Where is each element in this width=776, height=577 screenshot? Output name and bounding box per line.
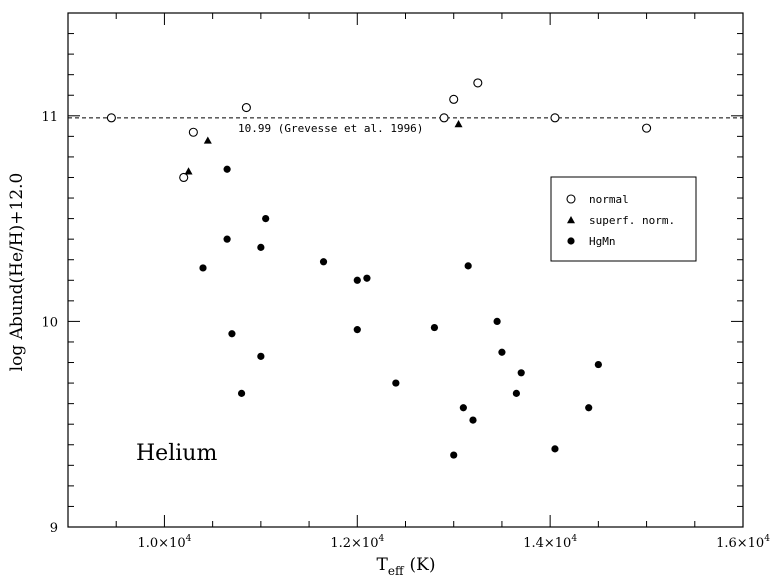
data-point	[449, 94, 459, 104]
panel-label: Helium	[136, 441, 217, 466]
data-point	[228, 330, 236, 338]
x-axis-label-main: T	[377, 555, 389, 575]
x-axis-label: Teff (K)	[377, 555, 436, 577]
data-point	[450, 451, 458, 459]
data-point	[319, 258, 328, 266]
data-point	[179, 172, 189, 183]
axis-ticks: 1.0×104 1.2×104 1.4×104 1.6×104 9 10 11	[41, 12, 770, 551]
x-tick-label: 1.2×104	[330, 534, 384, 551]
legend-marker	[566, 194, 576, 204]
legend-entry-label: superf. norm.	[589, 214, 675, 227]
series-open-circle	[106, 78, 652, 183]
x-tick-label: 1.0×104	[138, 534, 192, 551]
data-point	[517, 369, 525, 377]
data-point	[473, 78, 483, 88]
data-point	[223, 235, 231, 243]
data-point	[642, 123, 652, 133]
data-point	[241, 103, 251, 113]
data-point	[594, 360, 602, 369]
data-point	[439, 113, 449, 123]
data-point	[257, 352, 265, 360]
data-point	[353, 326, 361, 334]
data-point	[392, 379, 400, 387]
legend: normal superf. norm. HgMn	[550, 176, 697, 262]
data-point	[512, 389, 520, 397]
data-point	[363, 274, 371, 282]
y-tick-label: 11	[41, 110, 58, 125]
data-point	[237, 389, 246, 397]
x-axis-label-unit: (K)	[410, 555, 436, 575]
data-point	[106, 113, 116, 123]
data-point	[188, 127, 198, 137]
legend-box	[550, 176, 697, 262]
y-tick-label: 9	[50, 521, 58, 536]
data-point	[493, 317, 501, 325]
data-point	[585, 404, 593, 412]
data-point	[454, 120, 463, 128]
series-filled-circle	[199, 165, 602, 459]
data-point	[262, 215, 270, 223]
data-points	[106, 78, 652, 459]
reference-line-label: 10.99 (Grevesse et al. 1996)	[238, 122, 423, 135]
data-point	[551, 445, 559, 453]
x-axis-label-sub: eff	[388, 564, 405, 577]
data-point	[498, 348, 506, 356]
data-point	[430, 323, 439, 332]
data-point	[223, 165, 231, 173]
data-point	[353, 276, 361, 284]
legend-entry-label: HgMn	[589, 235, 616, 248]
legend-marker	[567, 237, 575, 245]
y-tick-label: 10	[41, 315, 58, 330]
data-point	[469, 416, 477, 424]
y-axis-label: log Abund(He/H)+12.0	[7, 173, 27, 372]
data-point	[203, 136, 212, 144]
data-point	[550, 113, 560, 123]
data-point	[257, 243, 265, 251]
data-point	[199, 264, 207, 272]
x-tick-label: 1.6×104	[716, 534, 770, 551]
legend-entry-label: normal	[589, 193, 629, 206]
data-point	[184, 167, 193, 175]
series-filled-triangle	[184, 120, 463, 175]
data-point	[459, 404, 467, 412]
x-tick-label: 1.4×104	[523, 534, 577, 551]
legend-marker	[567, 216, 575, 224]
reference-line-group: 10.99 (Grevesse et al. 1996)	[68, 117, 743, 135]
data-point	[464, 262, 472, 270]
